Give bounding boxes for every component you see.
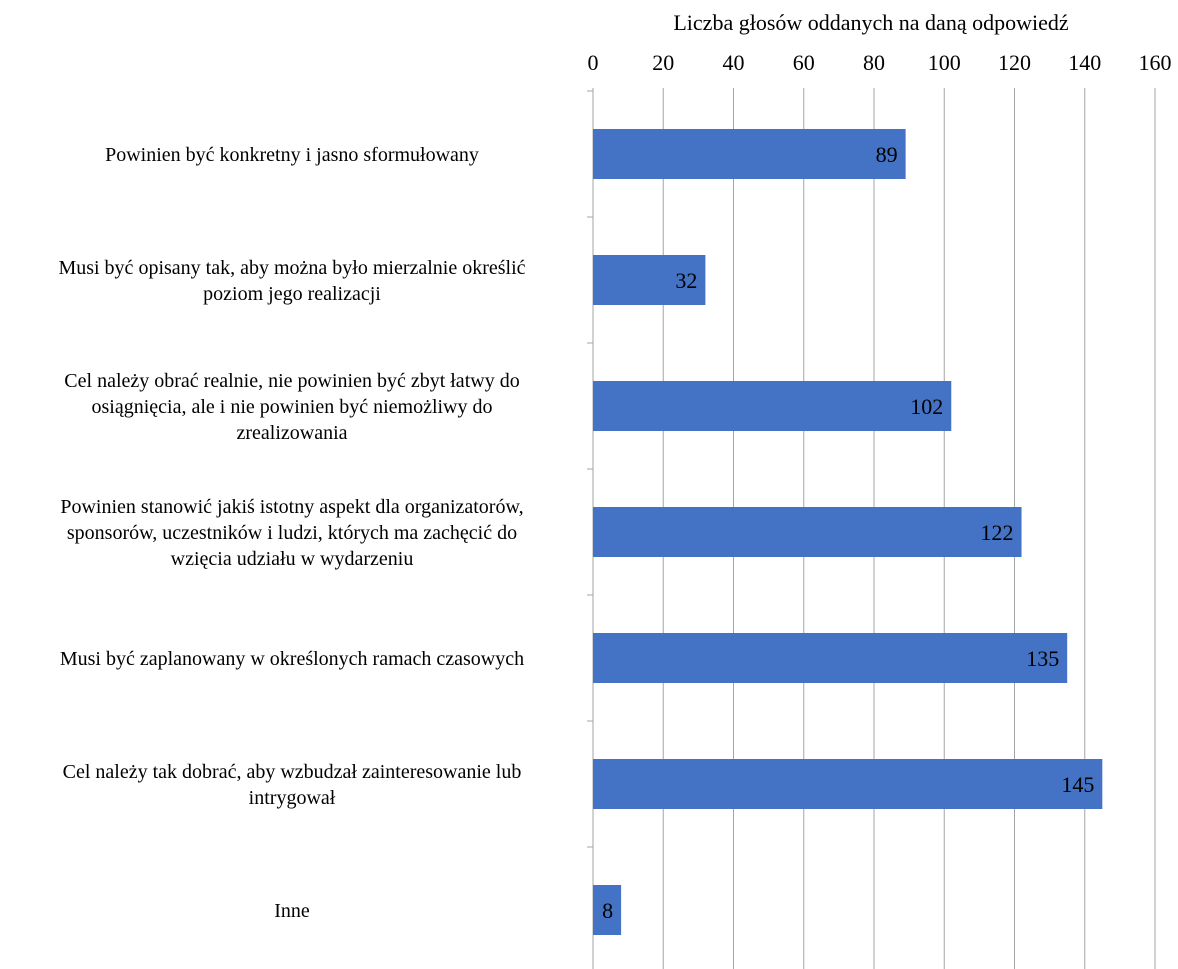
category-label-line: zrealizowania — [236, 422, 347, 444]
category-label-line: Musi być opisany tak, aby można było mie… — [58, 257, 525, 279]
x-tick-label: 140 — [1068, 50, 1101, 75]
x-tick-label: 20 — [652, 50, 674, 75]
category-label-line: poziom jego realizacji — [203, 283, 381, 305]
category-label: Inne — [274, 900, 310, 922]
category-label: Cel należy obrać realnie, nie powinien b… — [64, 370, 519, 444]
x-axis-title: Liczba głosów oddanych na daną odpowiedź — [673, 10, 1068, 35]
bar — [593, 633, 1068, 683]
data-label: 135 — [1026, 646, 1059, 671]
bars — [593, 129, 1103, 935]
category-label-line: Musi być zaplanowany w określonych ramac… — [60, 648, 524, 670]
x-axis-ticks: 0 20 40 60 80 100 120 140 160 — [588, 50, 1172, 75]
data-label: 8 — [602, 898, 613, 923]
category-label: Powinien być konkretny i jasno sformułow… — [105, 144, 479, 166]
bar — [593, 129, 906, 179]
bar — [593, 759, 1103, 809]
category-label-line: sponsorów, uczestników i ludzi, których … — [67, 522, 517, 544]
category-label-line: intrygował — [249, 787, 336, 809]
category-label-line: Inne — [274, 900, 310, 922]
x-tick-label: 80 — [863, 50, 885, 75]
x-tick-label: 120 — [998, 50, 1031, 75]
category-label: Musi być zaplanowany w określonych ramac… — [60, 648, 524, 670]
x-tick-label: 0 — [588, 50, 599, 75]
data-label: 145 — [1061, 772, 1094, 797]
bar — [593, 507, 1022, 557]
category-labels: Powinien być konkretny i jasno sformułow… — [58, 144, 525, 922]
category-label-line: wzięcia udziału w wydarzeniu — [171, 548, 414, 570]
category-label-line: Cel należy obrać realnie, nie powinien b… — [64, 370, 519, 392]
data-label: 32 — [675, 268, 697, 293]
data-label: 122 — [981, 520, 1014, 545]
category-label-line: Powinien być konkretny i jasno sformułow… — [105, 144, 479, 166]
data-label: 102 — [910, 394, 943, 419]
x-tick-label: 60 — [793, 50, 815, 75]
bar — [593, 885, 622, 935]
category-label-line: Powinien stanowić jakiś istotny aspekt d… — [60, 496, 523, 518]
data-label: 89 — [876, 142, 898, 167]
x-tick-label: 100 — [928, 50, 961, 75]
category-label-line: osiągnięcia, ale i nie powinien być niem… — [92, 396, 493, 418]
category-label: Powinien stanowić jakiś istotny aspekt d… — [60, 496, 523, 570]
x-tick-label: 160 — [1139, 50, 1172, 75]
bar — [593, 255, 706, 305]
bar — [593, 381, 952, 431]
x-tick-label: 40 — [723, 50, 745, 75]
category-label: Musi być opisany tak, aby można było mie… — [58, 257, 525, 305]
category-label: Cel należy tak dobrać, aby wzbudzał zain… — [63, 761, 522, 809]
data-labels: 89 32 102 122 135 145 8 — [602, 142, 1094, 923]
category-label-line: Cel należy tak dobrać, aby wzbudzał zain… — [63, 761, 522, 783]
